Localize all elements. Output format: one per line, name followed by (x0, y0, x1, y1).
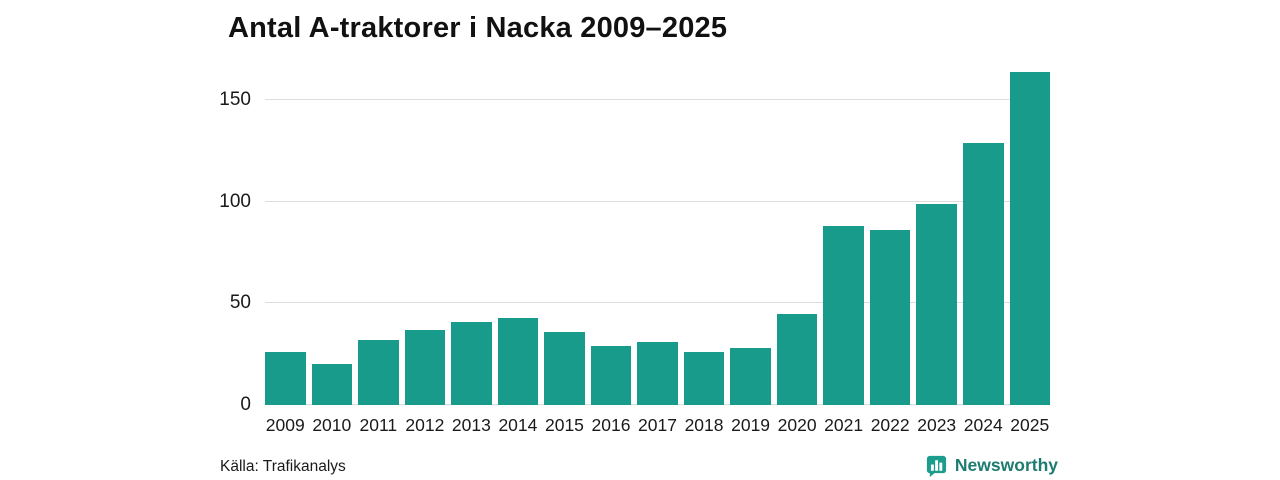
bar-2015 (544, 331, 585, 405)
bar-2025 (1009, 71, 1051, 405)
x-tick-label: 2024 (963, 415, 1003, 435)
y-tick-label: 150 (219, 89, 251, 110)
x-axis-labels: 2009 2010 2011 2012 2013 2014 2015 2016 2017 2018… (265, 415, 1050, 436)
bar-2011 (358, 339, 399, 405)
x-tick-label: 2022 (870, 415, 910, 435)
bar-2021 (823, 226, 864, 405)
x-tick-label: 2023 (917, 415, 957, 435)
bar-2012 (404, 329, 446, 405)
x-tick-label: 2020 (777, 415, 817, 435)
x-tick-label: 2012 (405, 415, 445, 435)
bar-2020 (776, 313, 818, 405)
newsworthy-logo-icon (925, 454, 948, 477)
bar-2010 (311, 364, 353, 405)
x-tick-label: 2014 (498, 415, 538, 435)
x-tick-label: 2011 (359, 415, 398, 435)
x-tick-label: 2015 (544, 415, 584, 435)
x-tick-label: 2018 (684, 415, 724, 435)
bar-2022 (869, 230, 911, 405)
bar-2016 (590, 346, 632, 405)
brand-name: Newsworthy (954, 455, 1058, 475)
bars (265, 60, 1051, 405)
bar-2013 (451, 321, 492, 405)
x-tick-label: 2025 (1010, 415, 1050, 435)
x-tick-label: 2017 (638, 415, 677, 435)
bar-2023 (916, 203, 957, 405)
brand-footer: Newsworthy (925, 454, 1058, 477)
x-tick-label: 2021 (824, 415, 864, 435)
gridline (265, 302, 1050, 304)
y-tick-label: 50 (229, 292, 251, 314)
x-tick-label: 2009 (265, 415, 305, 435)
y-tick-label: 100 (219, 190, 251, 212)
source-note: Källa: Trafikanalys (220, 458, 346, 475)
chart-title: Antal A-traktorer i Nacka 2009–2025 (228, 12, 728, 44)
gridline (265, 99, 1050, 100)
bar-2017 (637, 341, 678, 405)
x-tick-label: 2019 (731, 415, 771, 435)
bar-2024 (962, 142, 1004, 405)
bar-2009 (265, 352, 306, 405)
x-tick-label: 2013 (451, 415, 491, 435)
x-tick-label: 2016 (591, 415, 631, 435)
bar-2019 (730, 348, 771, 405)
x-tick-label: 2010 (312, 415, 352, 435)
plot-area: 0 50 100 150 (219, 60, 1051, 415)
bar-2018 (683, 352, 725, 405)
y-tick-label: 0 (240, 394, 251, 415)
bar-2014 (497, 317, 539, 405)
gridline (265, 200, 1050, 202)
